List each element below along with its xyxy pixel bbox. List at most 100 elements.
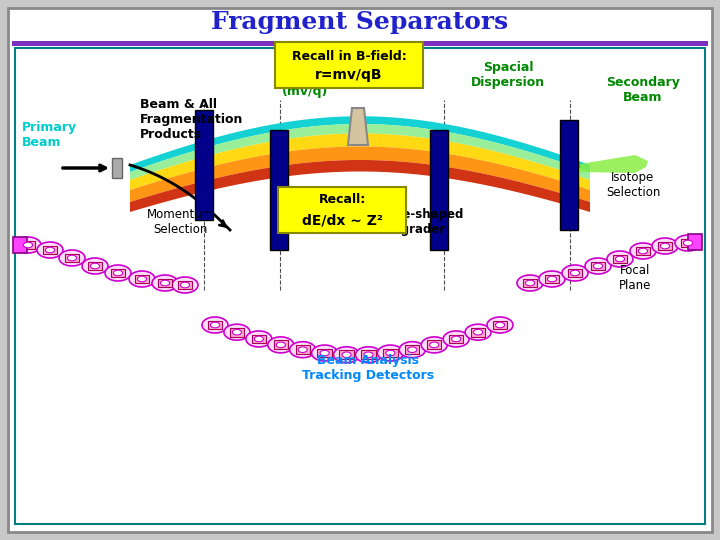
Polygon shape [82, 258, 108, 274]
Text: Wedge-shaped
Degrader: Wedge-shaped Degrader [366, 208, 464, 236]
Polygon shape [172, 277, 198, 293]
Bar [274, 341, 288, 349]
Polygon shape [356, 347, 382, 363]
Polygon shape [474, 329, 482, 335]
Polygon shape [562, 265, 588, 281]
Polygon shape [495, 322, 505, 328]
Polygon shape [547, 276, 557, 282]
Polygon shape [181, 282, 189, 288]
Polygon shape [386, 350, 395, 356]
Bar [383, 349, 397, 357]
Bar [361, 350, 376, 359]
Polygon shape [24, 242, 32, 248]
Bar [658, 241, 672, 251]
Polygon shape [68, 255, 76, 261]
Text: Beam & All
Fragmentation
Products: Beam & All Fragmentation Products [140, 98, 243, 141]
Polygon shape [130, 133, 590, 190]
Polygon shape [152, 275, 178, 291]
Bar [15, 48, 705, 524]
Polygon shape [639, 248, 647, 254]
Polygon shape [15, 237, 41, 253]
Polygon shape [652, 238, 678, 254]
Text: Fragment Separators: Fragment Separators [212, 10, 508, 34]
Bar [195, 110, 213, 220]
Polygon shape [130, 124, 590, 180]
Polygon shape [630, 243, 656, 259]
Polygon shape [377, 345, 403, 361]
Bar [13, 237, 27, 253]
Polygon shape [320, 350, 329, 356]
Bar [178, 281, 192, 289]
Polygon shape [408, 347, 417, 353]
Polygon shape [465, 324, 491, 340]
Polygon shape [517, 275, 543, 291]
Bar [270, 130, 288, 250]
Polygon shape [683, 240, 693, 246]
Polygon shape [333, 347, 359, 363]
Bar [493, 321, 507, 329]
Polygon shape [59, 250, 85, 266]
Polygon shape [312, 345, 338, 361]
Bar [688, 234, 702, 250]
Polygon shape [348, 108, 368, 145]
Bar [208, 321, 222, 329]
Polygon shape [593, 263, 603, 269]
Bar [560, 120, 578, 230]
Polygon shape [233, 329, 241, 335]
Text: Spacial
Dispersion: Spacial Dispersion [471, 61, 545, 89]
Bar [252, 335, 266, 343]
Polygon shape [224, 324, 250, 340]
Bar [230, 328, 244, 336]
Bar [158, 279, 172, 287]
Bar [21, 241, 35, 249]
Polygon shape [580, 155, 648, 173]
Polygon shape [37, 242, 63, 258]
Polygon shape [276, 342, 285, 348]
Polygon shape [45, 247, 55, 253]
Bar [111, 268, 125, 278]
Bar [65, 254, 79, 262]
Text: Focal
Plane: Focal Plane [618, 264, 651, 292]
Polygon shape [616, 256, 624, 262]
Text: Secondary
Beam: Secondary Beam [606, 76, 680, 104]
Polygon shape [400, 342, 426, 357]
Bar [135, 275, 149, 284]
Text: dE/dx ∼ Z²: dE/dx ∼ Z² [302, 213, 382, 227]
Polygon shape [675, 235, 701, 251]
Bar [613, 254, 627, 264]
Text: One Bρ
(mv/q): One Bρ (mv/q) [279, 70, 330, 98]
Text: r=mv/qB: r=mv/qB [315, 68, 383, 82]
Polygon shape [105, 265, 131, 281]
Polygon shape [112, 158, 122, 178]
Polygon shape [487, 317, 513, 333]
Polygon shape [539, 271, 565, 287]
Bar [591, 261, 605, 271]
Text: Primary
Beam: Primary Beam [22, 121, 77, 149]
Text: Momentum
Selection: Momentum Selection [146, 208, 214, 236]
Polygon shape [246, 331, 272, 347]
Bar [636, 247, 650, 255]
Bar [545, 275, 559, 284]
Polygon shape [254, 336, 264, 342]
Bar [278, 187, 406, 233]
Bar [43, 246, 57, 254]
Polygon shape [289, 342, 315, 357]
Polygon shape [138, 276, 147, 282]
Polygon shape [130, 160, 590, 212]
Polygon shape [660, 243, 670, 249]
Bar [427, 341, 441, 349]
Polygon shape [298, 347, 307, 353]
Bar [339, 350, 354, 359]
Polygon shape [421, 337, 447, 353]
Polygon shape [451, 336, 461, 342]
Bar [318, 349, 332, 357]
Polygon shape [91, 263, 99, 269]
Bar [295, 345, 310, 354]
Text: Beam Analysis
Tracking Detectors: Beam Analysis Tracking Detectors [302, 354, 434, 382]
Polygon shape [130, 116, 590, 172]
Text: Isotope
Selection: Isotope Selection [606, 171, 660, 199]
Polygon shape [268, 337, 294, 353]
Polygon shape [444, 331, 469, 347]
Bar [88, 261, 102, 271]
Polygon shape [570, 270, 580, 276]
